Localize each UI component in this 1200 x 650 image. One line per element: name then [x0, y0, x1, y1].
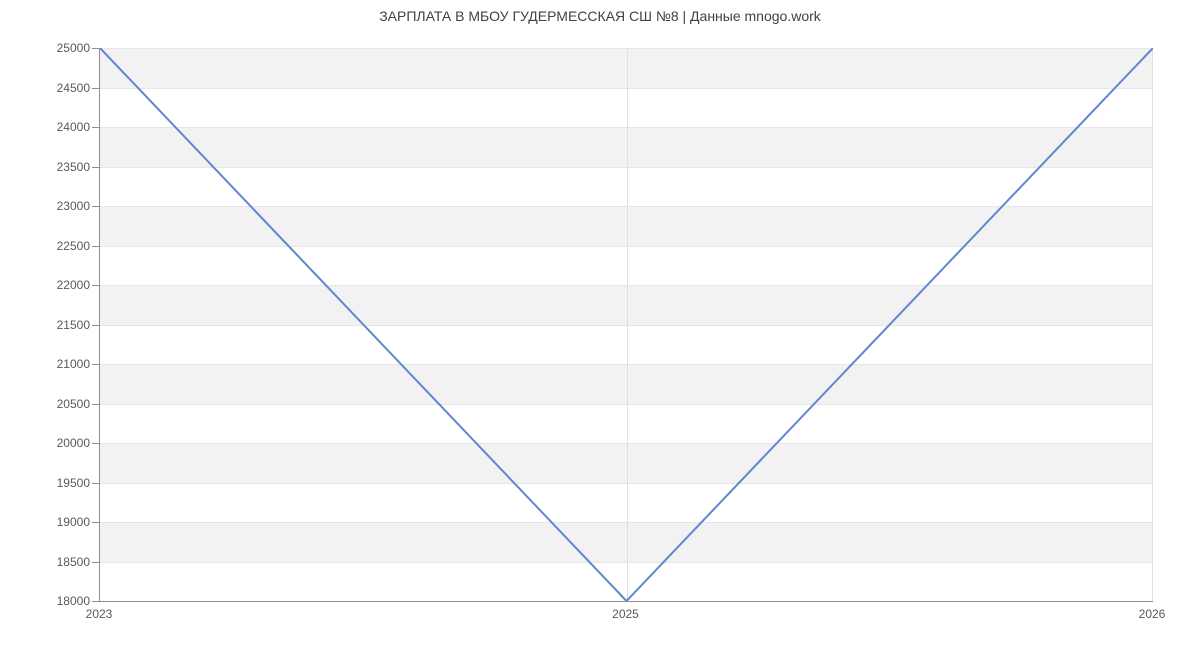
- y-tick-label: 24500: [56, 80, 90, 95]
- x-axis-labels: 2023 2025 2026: [86, 607, 1166, 623]
- y-tick-mark: [92, 245, 99, 247]
- y-tick-label: 24000: [56, 120, 90, 134]
- y-tick-mark: [92, 364, 99, 365]
- y-tick-label: 22500: [56, 238, 90, 253]
- salary-line-path: [100, 48, 1153, 601]
- y-axis-labels: 18000 18500 19000 19500 20000 20500 21000 21500…: [0, 42, 90, 607]
- y-tick-mark: [92, 87, 99, 89]
- y-tick-label: 23500: [56, 159, 90, 174]
- y-tick-mark: [92, 48, 99, 49]
- y-tick-label: 21000: [56, 357, 90, 371]
- y-tick-mark: [92, 166, 99, 168]
- y-tick-mark: [92, 324, 99, 326]
- x-tick-label: 2023: [85, 607, 113, 621]
- y-tick-mark: [92, 127, 99, 128]
- y-tick-label: 23000: [56, 199, 90, 213]
- y-tick-mark: [92, 285, 99, 286]
- v-gridline: [1152, 48, 1153, 601]
- y-tick-mark: [92, 206, 99, 207]
- y-tick-mark: [92, 522, 99, 523]
- chart-title: ЗАРПЛАТА В МБОУ ГУДЕРМЕССКАЯ СШ №8 | Дан…: [379, 8, 821, 24]
- y-tick-label: 22000: [56, 278, 90, 292]
- y-tick-label: 18000: [56, 594, 90, 608]
- y-tick-label: 19500: [56, 475, 90, 490]
- y-tick-mark: [92, 443, 99, 444]
- y-tick-label: 18500: [56, 554, 90, 569]
- y-tick-mark: [92, 403, 99, 405]
- x-tick-label: 2025: [612, 607, 639, 621]
- salary-line-svg: [100, 48, 1153, 601]
- y-tick-mark: [92, 482, 99, 484]
- y-tick-mark: [92, 601, 99, 602]
- y-tick-mark: [92, 561, 99, 563]
- x-tick-label: 2026: [1138, 607, 1166, 621]
- y-tick-label: 20500: [56, 396, 90, 411]
- y-tick-label: 25000: [56, 41, 90, 55]
- plot-area: [99, 48, 1153, 602]
- y-tick-label: 20000: [56, 436, 90, 450]
- y-tick-label: 19000: [56, 515, 90, 529]
- v-gridline: [626, 48, 628, 601]
- y-tick-label: 21500: [56, 317, 90, 332]
